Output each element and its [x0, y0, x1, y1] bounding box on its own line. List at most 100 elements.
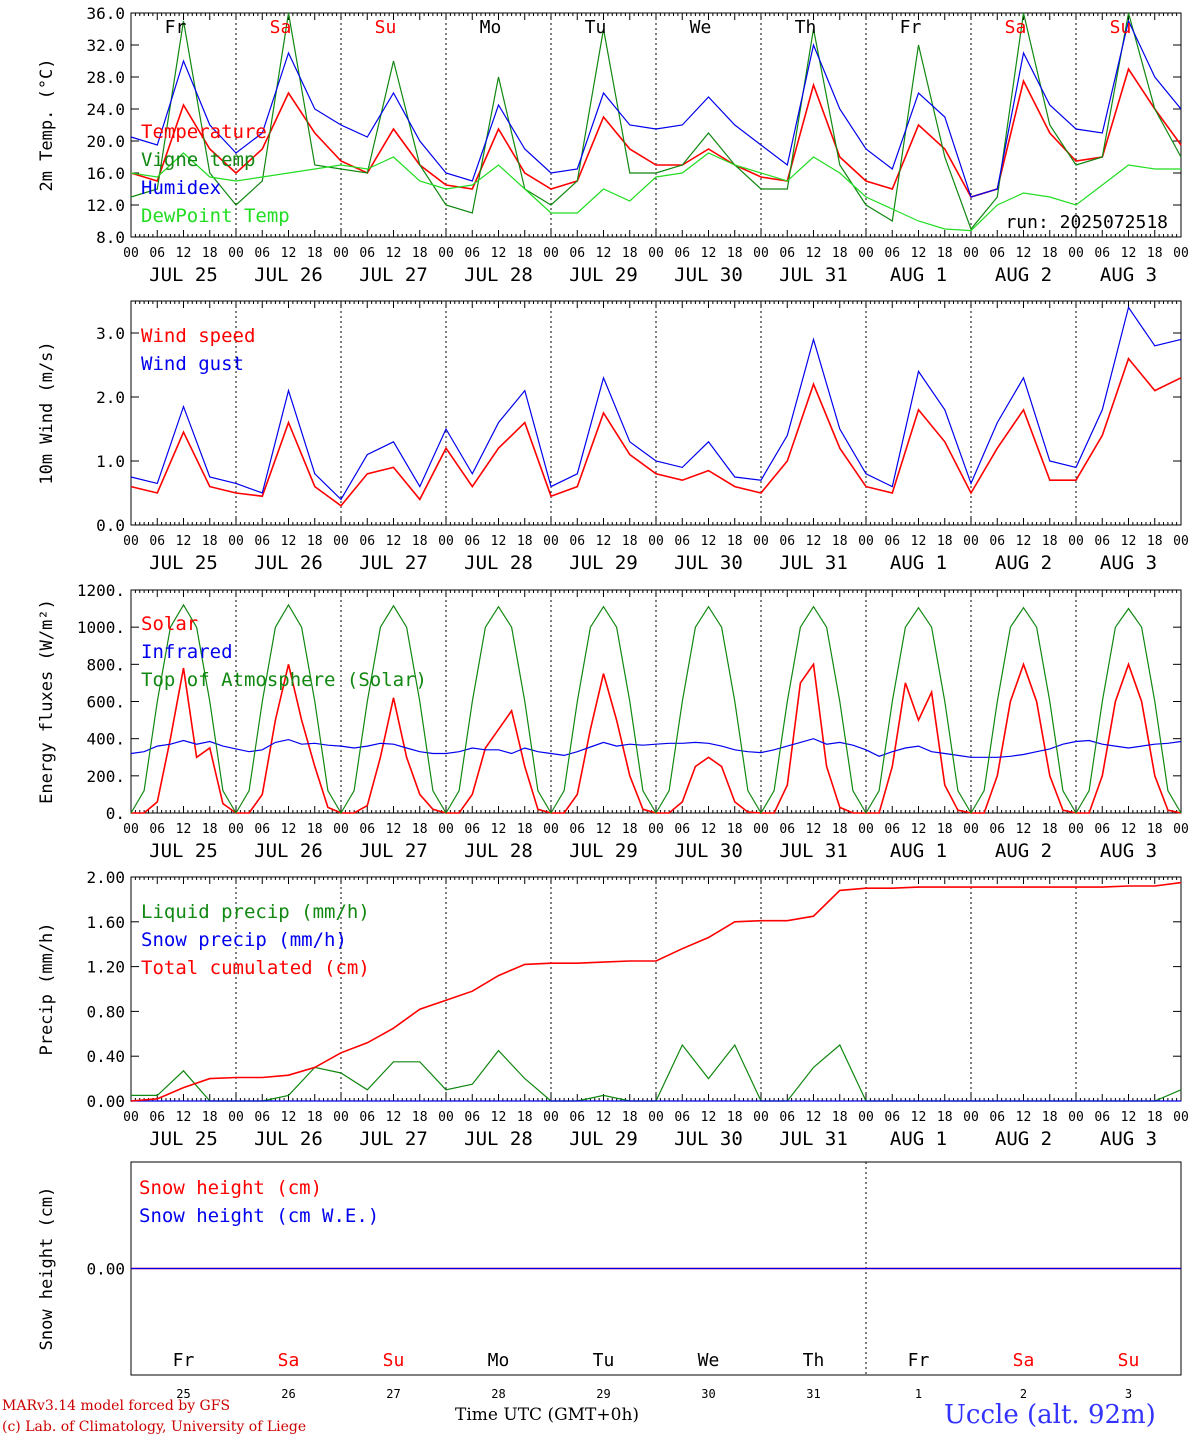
y-tick-label: 1.60	[86, 913, 125, 932]
hour-tick-label: 12	[701, 534, 717, 549]
hour-tick-label: 06	[569, 1110, 585, 1125]
y-tick-label: 24.0	[86, 100, 125, 119]
series-line	[130, 603, 1182, 815]
hour-tick-label: 12	[701, 822, 717, 837]
date-label: JUL 29	[569, 552, 638, 574]
hour-tick-label: 00	[333, 1110, 349, 1125]
hour-tick-label: 18	[202, 1110, 218, 1125]
date-label: JUL 29	[569, 1128, 638, 1150]
weekday-label: Mo	[488, 1350, 510, 1371]
weekday-label: Sa	[278, 1350, 300, 1371]
date-label: AUG 3	[1100, 1128, 1157, 1150]
hour-tick-label: 12	[1016, 1110, 1032, 1125]
hour-tick-label: 18	[727, 1110, 743, 1125]
legend-entry: Liquid precip (mm/h)	[141, 901, 370, 923]
y-tick-label: 1000.	[77, 618, 125, 637]
y-tick-label: 1200.	[77, 581, 125, 600]
hour-tick-label: 00	[123, 246, 139, 261]
date-label: JUL 25	[149, 552, 218, 574]
date-label: AUG 1	[890, 264, 947, 286]
hour-tick-label: 12	[386, 534, 402, 549]
y-tick-label: 1.20	[86, 958, 125, 977]
day-number-label: 27	[386, 1387, 400, 1400]
date-label: JUL 26	[254, 264, 323, 286]
y-tick-label: 400.	[86, 730, 125, 749]
hour-tick-label: 18	[517, 822, 533, 837]
date-label: AUG 2	[995, 552, 1052, 574]
hour-tick-label: 12	[281, 246, 297, 261]
series-line	[130, 356, 1182, 507]
weekday-label: Th	[803, 1350, 825, 1371]
meteogram-figure: 00 06 12 18 00 06 12 18 00 06 12 18 00 06 12 18 00 06 12 18…	[37, 4, 1189, 1400]
hour-tick-label: 18	[622, 534, 638, 549]
hour-tick-label: 00	[858, 1110, 874, 1125]
hour-tick-label: 00	[333, 822, 349, 837]
hour-tick-label: 06	[1094, 822, 1110, 837]
hour-tick-label: 06	[254, 822, 270, 837]
hour-tick-label: 06	[149, 822, 165, 837]
legend-entry: Temperature	[141, 121, 267, 143]
hour-tick-label: 12	[596, 534, 612, 549]
hour-tick-label: 00	[1173, 534, 1189, 549]
series-line	[130, 152, 1181, 232]
y-tick-label: 32.0	[86, 36, 125, 55]
hour-tick-label: 18	[1042, 822, 1058, 837]
hour-tick-label: 06	[1094, 1110, 1110, 1125]
weekday-label: Th	[795, 17, 817, 38]
legend-entry: Infrared	[141, 641, 233, 663]
hour-tick-label: 06	[569, 822, 585, 837]
hour-tick-label: 12	[491, 1110, 507, 1125]
hour-tick-label: 12	[596, 1110, 612, 1125]
day-number-label: 25	[176, 1387, 190, 1400]
hour-tick-label: 18	[517, 534, 533, 549]
hour-tick-label: 00	[438, 534, 454, 549]
legend-entry: Snow precip (mm/h)	[141, 929, 347, 951]
hour-tick-label: 12	[806, 534, 822, 549]
legend-entry: Snow height (cm W.E.)	[139, 1205, 379, 1227]
weekday-label: Fr	[900, 17, 922, 38]
day-number-label: 30	[701, 1387, 715, 1400]
hour-tick-label: 00	[543, 534, 559, 549]
y-tick-label: 2.0	[96, 388, 125, 407]
day-number-label: 2	[1020, 1387, 1027, 1400]
date-label: AUG 1	[890, 1128, 947, 1150]
weekday-label: Sa	[1005, 17, 1027, 38]
weekday-label: Fr	[165, 17, 187, 38]
hour-tick-label: 18	[937, 822, 953, 837]
hour-tick-label: 12	[806, 822, 822, 837]
date-label: AUG 3	[1100, 840, 1157, 862]
hour-tick-label: 00	[228, 822, 244, 837]
hour-tick-label: 00	[963, 822, 979, 837]
hour-tick-label: 06	[779, 1110, 795, 1125]
weekday-label: Su	[1118, 1350, 1140, 1371]
date-label: JUL 26	[254, 552, 323, 574]
hour-tick-label: 00	[1173, 822, 1189, 837]
hour-tick-label: 18	[832, 1110, 848, 1125]
hour-tick-label: 18	[1147, 822, 1163, 837]
date-label: JUL 28	[464, 1128, 533, 1150]
y-tick-label: 1.0	[96, 452, 125, 471]
hour-tick-label: 18	[202, 246, 218, 261]
hour-tick-label: 00	[333, 246, 349, 261]
hour-tick-label: 18	[832, 534, 848, 549]
date-label: JUL 27	[359, 552, 428, 574]
date-label: JUL 29	[569, 840, 638, 862]
hour-tick-label: 06	[989, 822, 1005, 837]
hour-tick-label: 00	[753, 822, 769, 837]
hour-tick-label: 18	[1042, 534, 1058, 549]
date-label: JUL 27	[359, 840, 428, 862]
date-label: JUL 26	[254, 840, 323, 862]
date-label: JUL 27	[359, 1128, 428, 1150]
hour-tick-label: 18	[1147, 1110, 1163, 1125]
hour-tick-label: 18	[1147, 534, 1163, 549]
series-line	[130, 305, 1182, 501]
y-axis-label: 10m Wind (m/s)	[37, 341, 57, 484]
hour-tick-label: 12	[281, 534, 297, 549]
hour-tick-label: 18	[622, 246, 638, 261]
hour-tick-label: 00	[858, 534, 874, 549]
hour-tick-label: 06	[779, 822, 795, 837]
hour-tick-label: 18	[832, 246, 848, 261]
legend-entry: DewPoint Temp	[141, 205, 290, 227]
date-label: JUL 31	[779, 552, 848, 574]
hour-tick-label: 00	[858, 246, 874, 261]
